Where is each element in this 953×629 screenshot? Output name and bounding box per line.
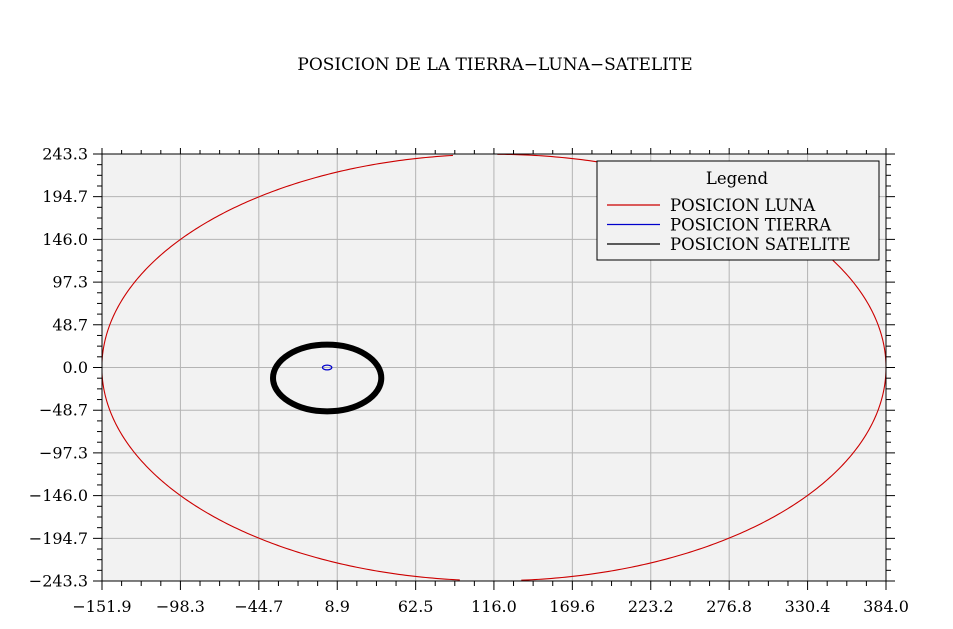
- y-tick-label: −243.3: [29, 572, 88, 591]
- y-tick-label: 0.0: [63, 358, 88, 377]
- legend-label: POSICION SATELITE: [670, 235, 851, 254]
- x-tick-label: 169.6: [549, 597, 595, 616]
- y-tick-label: 97.3: [52, 273, 88, 292]
- x-tick-label: 116.0: [471, 597, 517, 616]
- legend-label: POSICION LUNA: [670, 196, 816, 215]
- x-tick-label: 330.4: [785, 597, 831, 616]
- series-satelite-ring: [270, 341, 385, 415]
- series-layer: [102, 154, 886, 581]
- y-tick-label: −146.0: [29, 486, 88, 505]
- x-tick-label: 223.2: [628, 597, 674, 616]
- x-tick-label: −44.7: [234, 597, 283, 616]
- axis-ticks: −151.9 −98.3 −44.7 8.9 62.5 116.0 169.6 223.2 27…: [29, 145, 909, 617]
- x-tick-label: −98.3: [156, 597, 205, 616]
- y-tick-label: −48.7: [39, 401, 88, 420]
- y-tick-label: 243.3: [42, 145, 88, 164]
- legend-title: Legend: [706, 169, 769, 188]
- y-tick-label: −194.7: [29, 529, 88, 548]
- x-tick-label: 8.9: [325, 597, 350, 616]
- y-tick-label: −97.3: [39, 443, 88, 462]
- x-tick-label: −151.9: [72, 597, 131, 616]
- series-tierra-orbit: [321, 364, 333, 371]
- y-tick-label: 48.7: [52, 315, 88, 334]
- y-tick-label: 194.7: [42, 187, 88, 206]
- x-tick-label: 384.0: [863, 597, 909, 616]
- x-tick-label: 276.8: [706, 597, 752, 616]
- y-tick-label: 146.0: [42, 230, 88, 249]
- chart-title: POSICION DE LA TIERRA−LUNA−SATELITE: [297, 55, 692, 75]
- legend-label: POSICION TIERRA: [670, 216, 832, 235]
- x-tick-label: 62.5: [398, 597, 434, 616]
